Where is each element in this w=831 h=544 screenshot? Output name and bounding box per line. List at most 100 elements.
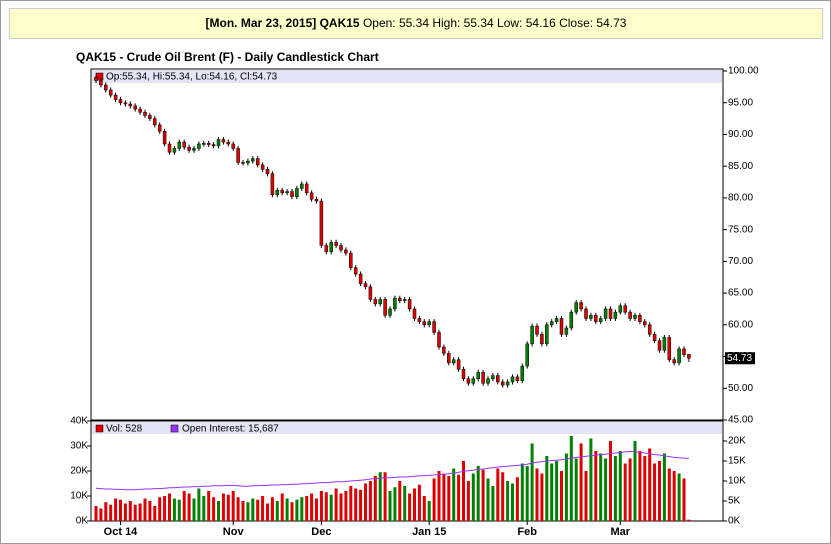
price-panel — [90, 68, 724, 421]
volume-bar — [452, 468, 456, 521]
volume-bar — [486, 478, 490, 521]
chart-title: QAK15 - Crude Oil Brent (F) - Daily Cand… — [76, 50, 379, 64]
header-quote: Open: 55.34 High: 55.34 Low: 54.16 Close… — [362, 16, 627, 30]
candle-body — [94, 77, 98, 81]
candle-body — [647, 324, 652, 335]
candle-body — [579, 302, 583, 310]
volume-bar — [236, 497, 240, 521]
volume-bar — [520, 463, 524, 521]
volume-bar — [535, 468, 539, 521]
last-price-box — [725, 352, 755, 365]
volume-bar — [109, 504, 113, 521]
price-legend: Op:55.34, Hi:55.34, Lo:54.16, Cl:54.73 — [106, 72, 278, 83]
volume-bar — [104, 502, 108, 521]
candle-body — [530, 325, 534, 345]
volume-bar — [163, 496, 167, 521]
volume-bar — [432, 478, 436, 521]
y-tick-label: 100.00 — [728, 66, 759, 77]
volume-bar — [99, 508, 103, 521]
candle-body — [216, 139, 221, 147]
candle-body — [545, 324, 549, 345]
y-tick-label: 85.00 — [728, 161, 753, 172]
candle-body — [329, 242, 333, 253]
volume-bar — [515, 477, 519, 521]
candle-body — [672, 359, 676, 364]
candle-body — [657, 340, 662, 351]
volume-bar — [442, 473, 446, 521]
volume-bar — [540, 473, 544, 521]
volume-bar — [604, 458, 608, 521]
candle-body — [295, 188, 299, 197]
candle-body — [319, 200, 324, 246]
candle-body — [162, 131, 167, 145]
candle-body — [353, 267, 358, 275]
candle-body — [535, 325, 539, 335]
volume-bar — [373, 476, 377, 521]
volume-bar — [403, 486, 407, 521]
volume-bar — [481, 469, 485, 521]
candle-body — [437, 332, 441, 348]
candle-body — [687, 354, 691, 359]
y-tick-label: 50.00 — [728, 383, 753, 394]
volume-bar — [667, 468, 671, 521]
candle-body — [422, 321, 427, 326]
volume-bar — [187, 493, 191, 521]
y-tick-label: 70.00 — [728, 256, 753, 267]
volume-bar — [285, 498, 289, 521]
candle-body — [613, 311, 618, 319]
candle-body — [265, 169, 270, 175]
candle-body — [304, 183, 309, 194]
volume-bar — [226, 494, 230, 521]
candle-body — [628, 311, 632, 319]
x-tick-label: Jan 15 — [412, 526, 446, 538]
candle-body — [682, 348, 686, 355]
candle-body — [236, 148, 240, 163]
candle-body — [133, 105, 137, 110]
volume-bar — [677, 473, 681, 521]
y-tick-label: 60.00 — [728, 319, 753, 330]
candle-body — [241, 162, 245, 164]
candle-body — [206, 143, 211, 145]
candle-body — [104, 84, 108, 91]
volume-bar — [501, 472, 505, 521]
candle-body — [417, 318, 422, 322]
candle-body — [520, 365, 525, 381]
candle-body — [427, 321, 431, 326]
candle-body — [373, 299, 378, 305]
candle-body — [667, 337, 672, 360]
candle-body — [633, 315, 637, 319]
oi-tick-label: 20K — [728, 436, 746, 447]
candle-body — [398, 297, 402, 301]
volume-bar — [231, 491, 235, 521]
volume-bar — [378, 472, 382, 521]
volume-bar — [270, 497, 274, 521]
candle-body — [260, 164, 265, 170]
volume-bar — [633, 441, 637, 521]
volume-bar — [658, 461, 661, 521]
volume-bar — [662, 453, 666, 521]
candle-body — [569, 311, 574, 329]
volume-bar — [329, 494, 333, 521]
volume-bar — [344, 491, 348, 521]
volume-bar — [564, 453, 568, 521]
volume-bar — [212, 497, 216, 521]
candle-body — [383, 299, 387, 316]
candle-body — [202, 143, 206, 145]
volume-bar — [217, 501, 220, 521]
candle-body — [662, 337, 667, 351]
volume-bar — [466, 481, 470, 521]
volume-tick-label: 20K — [70, 466, 88, 477]
candle-body — [500, 381, 505, 386]
candle-body — [192, 148, 196, 151]
candle-body — [505, 381, 510, 386]
volume-bar — [422, 496, 426, 521]
price-legend-band — [92, 70, 722, 83]
volume-bar — [462, 461, 465, 521]
candle-body — [378, 299, 382, 305]
volume-bar — [506, 481, 510, 521]
volume-bar — [594, 451, 598, 521]
volume-bar — [207, 491, 211, 521]
volume-bar — [383, 472, 387, 521]
volume-bar — [476, 466, 480, 521]
candle-body — [540, 334, 544, 345]
